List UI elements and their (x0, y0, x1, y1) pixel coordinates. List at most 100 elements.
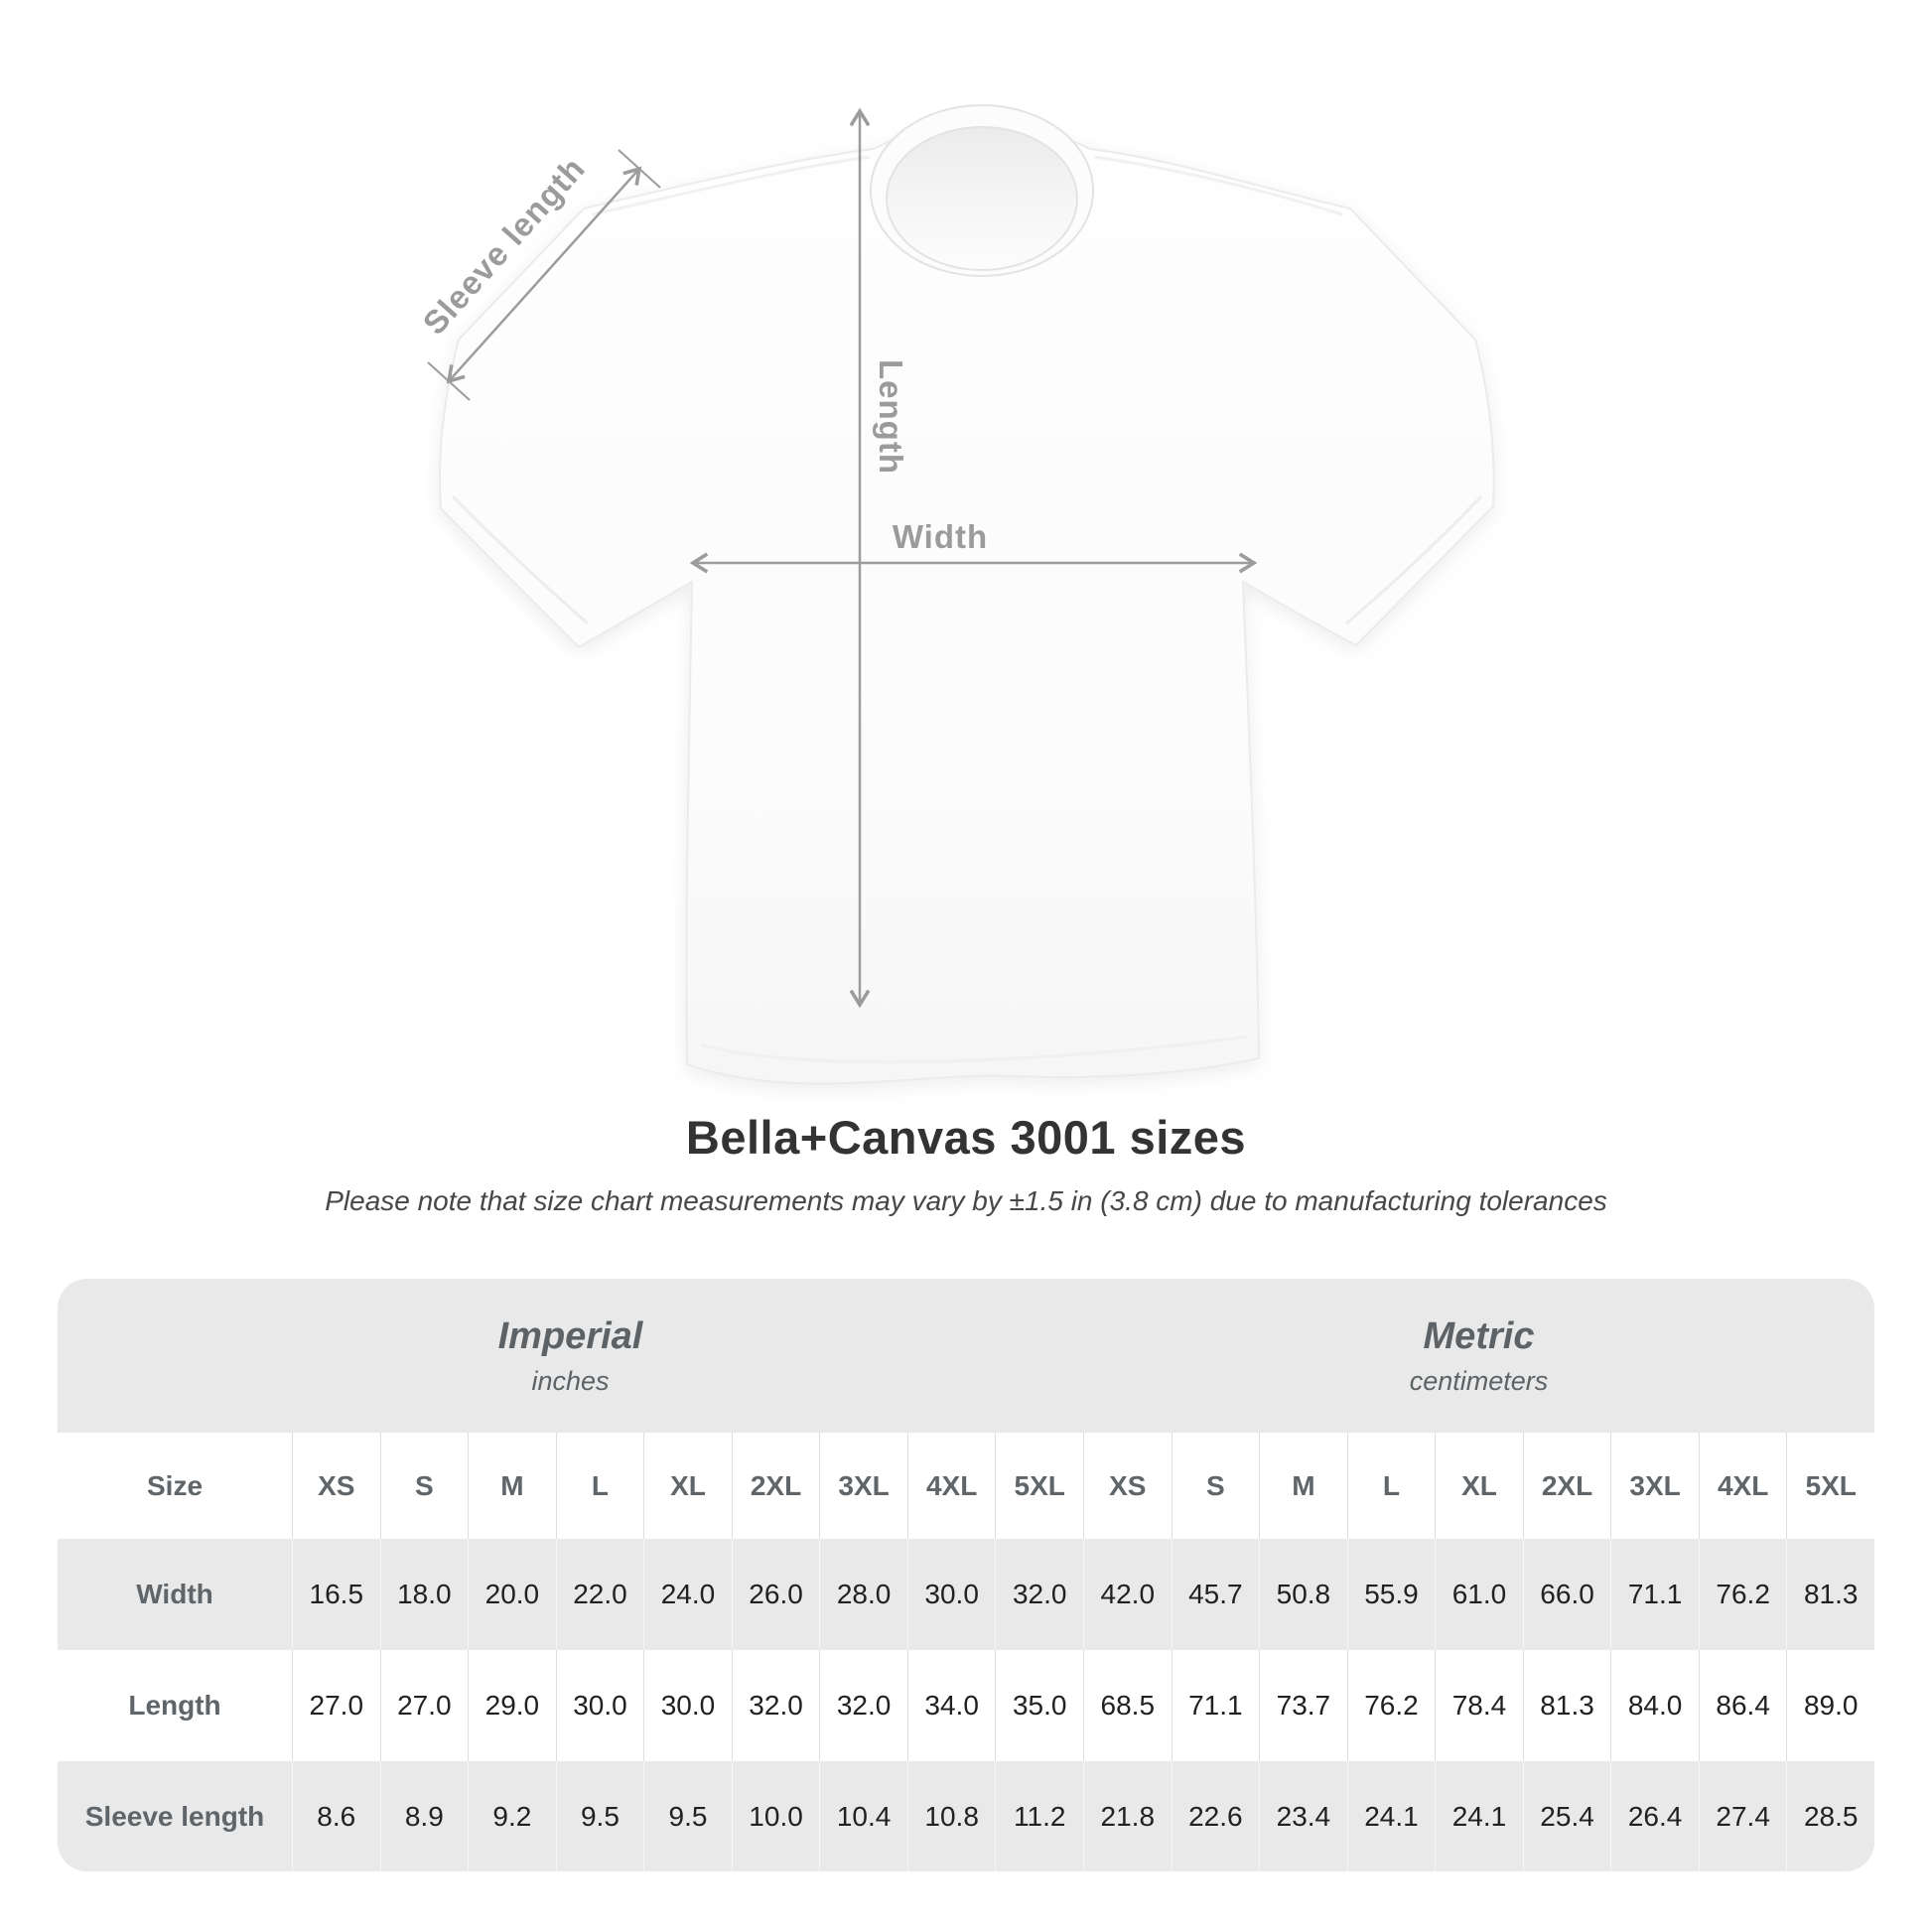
size-corner-label: Size (146, 1469, 204, 1501)
size-column-header: 2XL (1522, 1433, 1611, 1539)
hem-seam (700, 1035, 1248, 1064)
measurement-cell: 81.3 (1786, 1539, 1874, 1650)
measurement-cell: 24.1 (1346, 1761, 1436, 1871)
measurement-cell: 24.0 (643, 1539, 732, 1650)
measurement-cell: 71.1 (1171, 1650, 1260, 1761)
size-column-header: XS (292, 1433, 380, 1539)
measurement-cell: 61.0 (1435, 1539, 1523, 1650)
measurement-cell: 55.9 (1346, 1539, 1436, 1650)
dimension-annotations (427, 107, 1258, 1009)
size-column-header: S (379, 1433, 469, 1539)
measurement-cell: 50.8 (1259, 1539, 1347, 1650)
sleeve-arrow (446, 166, 642, 384)
measurement-cell: 27.4 (1698, 1761, 1787, 1871)
size-column-header: L (555, 1433, 644, 1539)
size-column-header: S (1171, 1433, 1260, 1539)
size-column-header: 4XL (906, 1433, 996, 1539)
measurement-cell: 9.5 (555, 1761, 644, 1871)
metric-group-header: Metric centimeters (1083, 1279, 1874, 1433)
measurement-cell: 71.1 (1610, 1539, 1699, 1650)
sleeve-length-row-label: Sleeve length (84, 1800, 265, 1832)
measurement-cell: 22.6 (1171, 1761, 1260, 1871)
length-row-label: Length (128, 1690, 221, 1721)
sleeve-tick-inner (618, 149, 661, 189)
tshirt-measurement-diagram: Sleeve length Length Width (416, 104, 1495, 1085)
size-column-header: 5XL (995, 1433, 1083, 1539)
tshirt-body (439, 121, 1495, 1085)
measurement-cell: 9.5 (643, 1761, 732, 1871)
measurement-cell: 45.7 (1171, 1539, 1260, 1650)
size-column-header: 3XL (1610, 1433, 1699, 1539)
unit-group-header: Imperial inches Metric centimeters (58, 1279, 1874, 1433)
collar-band (869, 104, 1095, 277)
measurement-cell: 27.0 (292, 1650, 380, 1761)
metric-group-name: Metric (1423, 1314, 1535, 1357)
measurement-cell: 30.0 (906, 1539, 996, 1650)
measurement-cell: 8.6 (292, 1761, 380, 1871)
size-column-header: M (468, 1433, 556, 1539)
measurement-cell: 30.0 (643, 1650, 732, 1761)
measurement-cell: 86.4 (1698, 1650, 1787, 1761)
measurement-cell: 42.0 (1083, 1539, 1172, 1650)
measurement-cell: 21.8 (1083, 1761, 1172, 1871)
measurement-cell: 32.0 (819, 1650, 907, 1761)
width-label: Width (893, 518, 988, 555)
size-header-row: Size XS S M L XL 2XL 3XL 4XL 5XL XS S M L XL 2XL 3XL 4XL… (58, 1433, 1874, 1539)
measurement-cell: 27.0 (379, 1650, 469, 1761)
measurement-cell: 16.5 (292, 1539, 380, 1650)
measurement-cell: 26.0 (731, 1539, 820, 1650)
measurement-cell: 20.0 (468, 1539, 556, 1650)
size-column-header: 2XL (731, 1433, 820, 1539)
sleeve-length-row: Sleeve length 8.6 8.9 9.2 9.5 9.5 10.0 10.4 10.… (58, 1761, 1874, 1871)
size-column-header: XS (1083, 1433, 1172, 1539)
measurement-cell: 24.1 (1435, 1761, 1523, 1871)
measurement-cell: 29.0 (468, 1650, 556, 1761)
measurement-cell: 76.2 (1346, 1650, 1436, 1761)
size-column-header: 3XL (819, 1433, 907, 1539)
page-title: Bella+Canvas 3001 sizes (685, 1111, 1247, 1164)
size-column-header: 5XL (1786, 1433, 1874, 1539)
measurement-cell: 73.7 (1259, 1650, 1347, 1761)
size-column-header: XL (1435, 1433, 1523, 1539)
imperial-group-name: Imperial (497, 1314, 643, 1357)
size-column-header: L (1346, 1433, 1436, 1539)
right-shoulder-seam (1093, 155, 1343, 216)
measurement-cell: 84.0 (1610, 1650, 1699, 1761)
measurement-cell: 66.0 (1522, 1539, 1611, 1650)
measurement-cell: 22.0 (555, 1539, 644, 1650)
measurement-cell: 68.5 (1083, 1650, 1172, 1761)
length-label: Length (873, 359, 909, 475)
tolerance-note: Please note that size chart measurements… (325, 1185, 1607, 1216)
measurement-cell: 30.0 (555, 1650, 644, 1761)
measurement-cell: 10.8 (906, 1761, 996, 1871)
measurement-cell: 18.0 (379, 1539, 469, 1650)
measurement-cell: 28.0 (819, 1539, 907, 1650)
measurement-cell: 76.2 (1698, 1539, 1787, 1650)
imperial-group-header: Imperial inches (58, 1279, 1083, 1433)
size-chart-table: Imperial inches Metric centimeters Size … (58, 1279, 1874, 1871)
measurement-cell: 89.0 (1786, 1650, 1874, 1761)
size-column-header: M (1259, 1433, 1347, 1539)
width-row: Width 16.5 18.0 20.0 22.0 24.0 26.0 28.0 30.0 32… (58, 1539, 1874, 1650)
measurement-cell: 32.0 (731, 1650, 820, 1761)
width-row-label: Width (136, 1579, 213, 1609)
measurement-cell: 81.3 (1522, 1650, 1611, 1761)
metric-group-unit: centimeters (1409, 1365, 1549, 1396)
measurement-cell: 23.4 (1259, 1761, 1347, 1871)
neck-opening (887, 127, 1077, 270)
sleeve-tick-outer (427, 361, 471, 401)
measurement-cell: 10.4 (819, 1761, 907, 1871)
measurement-cell: 8.9 (379, 1761, 469, 1871)
imperial-group-unit: inches (531, 1365, 610, 1396)
measurement-cell: 32.0 (995, 1539, 1083, 1650)
measurement-cell: 28.5 (1786, 1761, 1874, 1871)
measurement-cell: 26.4 (1610, 1761, 1699, 1871)
right-cuff-seam (1345, 494, 1483, 625)
measurement-cell: 25.4 (1522, 1761, 1611, 1871)
size-column-header: 4XL (1698, 1433, 1787, 1539)
measurement-cell: 11.2 (995, 1761, 1083, 1871)
measurement-cell: 34.0 (906, 1650, 996, 1761)
length-row: Length 27.0 27.0 29.0 30.0 30.0 32.0 32.0 34.0 3… (58, 1650, 1874, 1761)
measurement-cell: 78.4 (1435, 1650, 1523, 1761)
